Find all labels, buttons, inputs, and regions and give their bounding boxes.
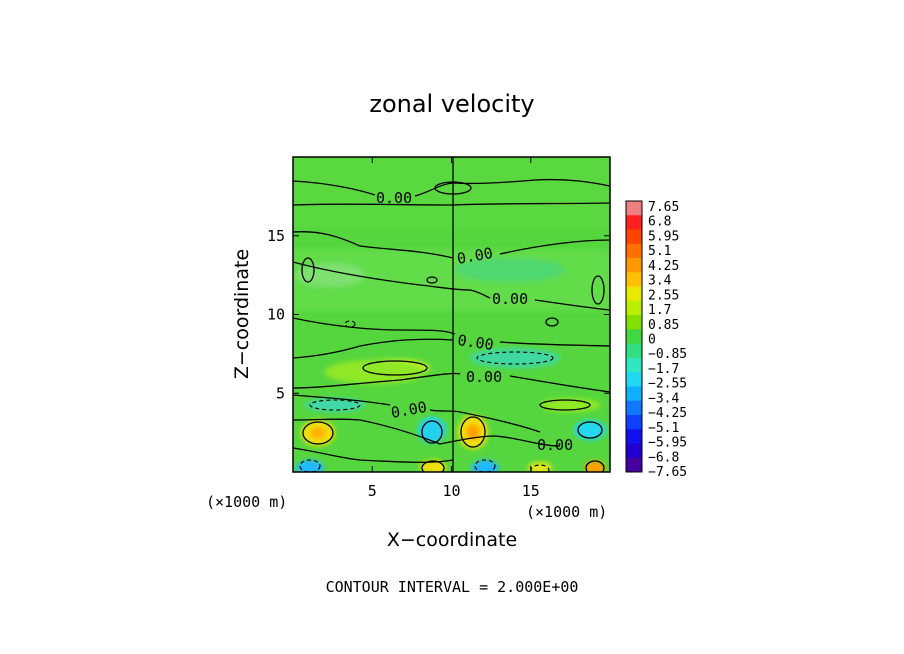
colorbar-cell [626,414,642,430]
colorbar-label: 1.7 [648,303,671,318]
colorbar-cell [626,400,642,416]
y-tick-label: 10 [267,306,285,324]
colorbar-label: −5.1 [648,421,679,436]
colorbar-cell [626,357,642,373]
colorbar-cell [626,243,642,259]
contour-label: 0.00 [390,398,429,422]
colorbar-label: 4.25 [648,259,679,274]
colorbar-label: 7.65 [648,200,679,215]
colorbar-cell [626,215,642,231]
chart-title: zonal velocity [369,90,534,118]
contour-lines [293,157,610,472]
colorbar-cell [626,329,642,345]
colorbar-label: 5.1 [648,244,671,259]
colorbar-cell [626,258,642,273]
colorbar-cell [626,272,642,288]
x-tick-label: 10 [442,482,460,500]
contour-label: 0.00 [492,290,528,308]
y-tick-label: 5 [276,384,285,402]
y-axis: 5 10 15 Z−coordinate [231,227,610,402]
colorbar-label: 2.55 [648,288,679,303]
contour-labels: 0.00 0.00 0.00 0.00 0.00 0.00 0.00 [376,189,573,454]
colorbar-cell [626,201,642,216]
colorbar-cell [626,386,642,402]
colorbar-frame [625,200,643,473]
velocity-field [293,157,610,472]
colorbar: 7.656.85.955.14.253.42.551.70.850−0.85−1… [625,200,687,480]
colorbar-cell [626,286,642,302]
contour-label: 0.00 [456,244,495,268]
colorbar-cell [626,315,642,330]
y-tick-label: 15 [267,227,285,245]
x-axis: 5 10 15 (×1000 m) (×1000 m) X−coordinate [206,157,607,551]
colorbar-cell [626,443,642,459]
colorbar-label: 0 [648,333,656,348]
colorbar-label: −7.65 [648,465,687,480]
colorbar-label: −5.95 [648,436,687,451]
x-axis-label: X−coordinate [387,529,517,551]
x-tick-label: 15 [522,482,540,500]
contour-label: 0.00 [376,189,412,207]
colorbar-label: 5.95 [648,229,679,244]
colorbar-cell [626,429,642,444]
colorbar-cell [626,229,642,245]
colorbar-cell [626,300,642,316]
contour-label: 0.00 [537,436,573,454]
colorbar-label: 6.8 [648,215,671,230]
colorbar-label: 0.85 [648,318,679,333]
colorbar-label: −4.25 [648,406,687,421]
x-unit-label-right: (×1000 m) [526,503,607,521]
y-axis-label: Z−coordinate [231,249,253,379]
colorbar-cell [626,457,642,473]
contour-interval-footer: CONTOUR INTERVAL = 2.000E+00 [326,578,579,596]
colorbar-label: −2.55 [648,377,687,392]
contour-label: 0.00 [466,368,502,386]
plot-area: 0.00 0.00 0.00 0.00 0.00 0.00 0.00 [292,156,611,473]
colorbar-label: −0.85 [648,347,687,362]
colorbar-label: 3.4 [648,274,672,289]
x-tick-label: 5 [368,482,377,500]
colorbar-label: −6.8 [648,450,679,465]
negative-contours [299,320,554,472]
x-unit-label-left: (×1000 m) [206,493,287,511]
colorbar-cell [626,372,642,387]
colorbar-label: −3.4 [648,391,679,406]
colorbar-cell [626,343,642,359]
contour-label: 0.00 [456,331,494,354]
colorbar-label: −1.7 [648,362,679,377]
